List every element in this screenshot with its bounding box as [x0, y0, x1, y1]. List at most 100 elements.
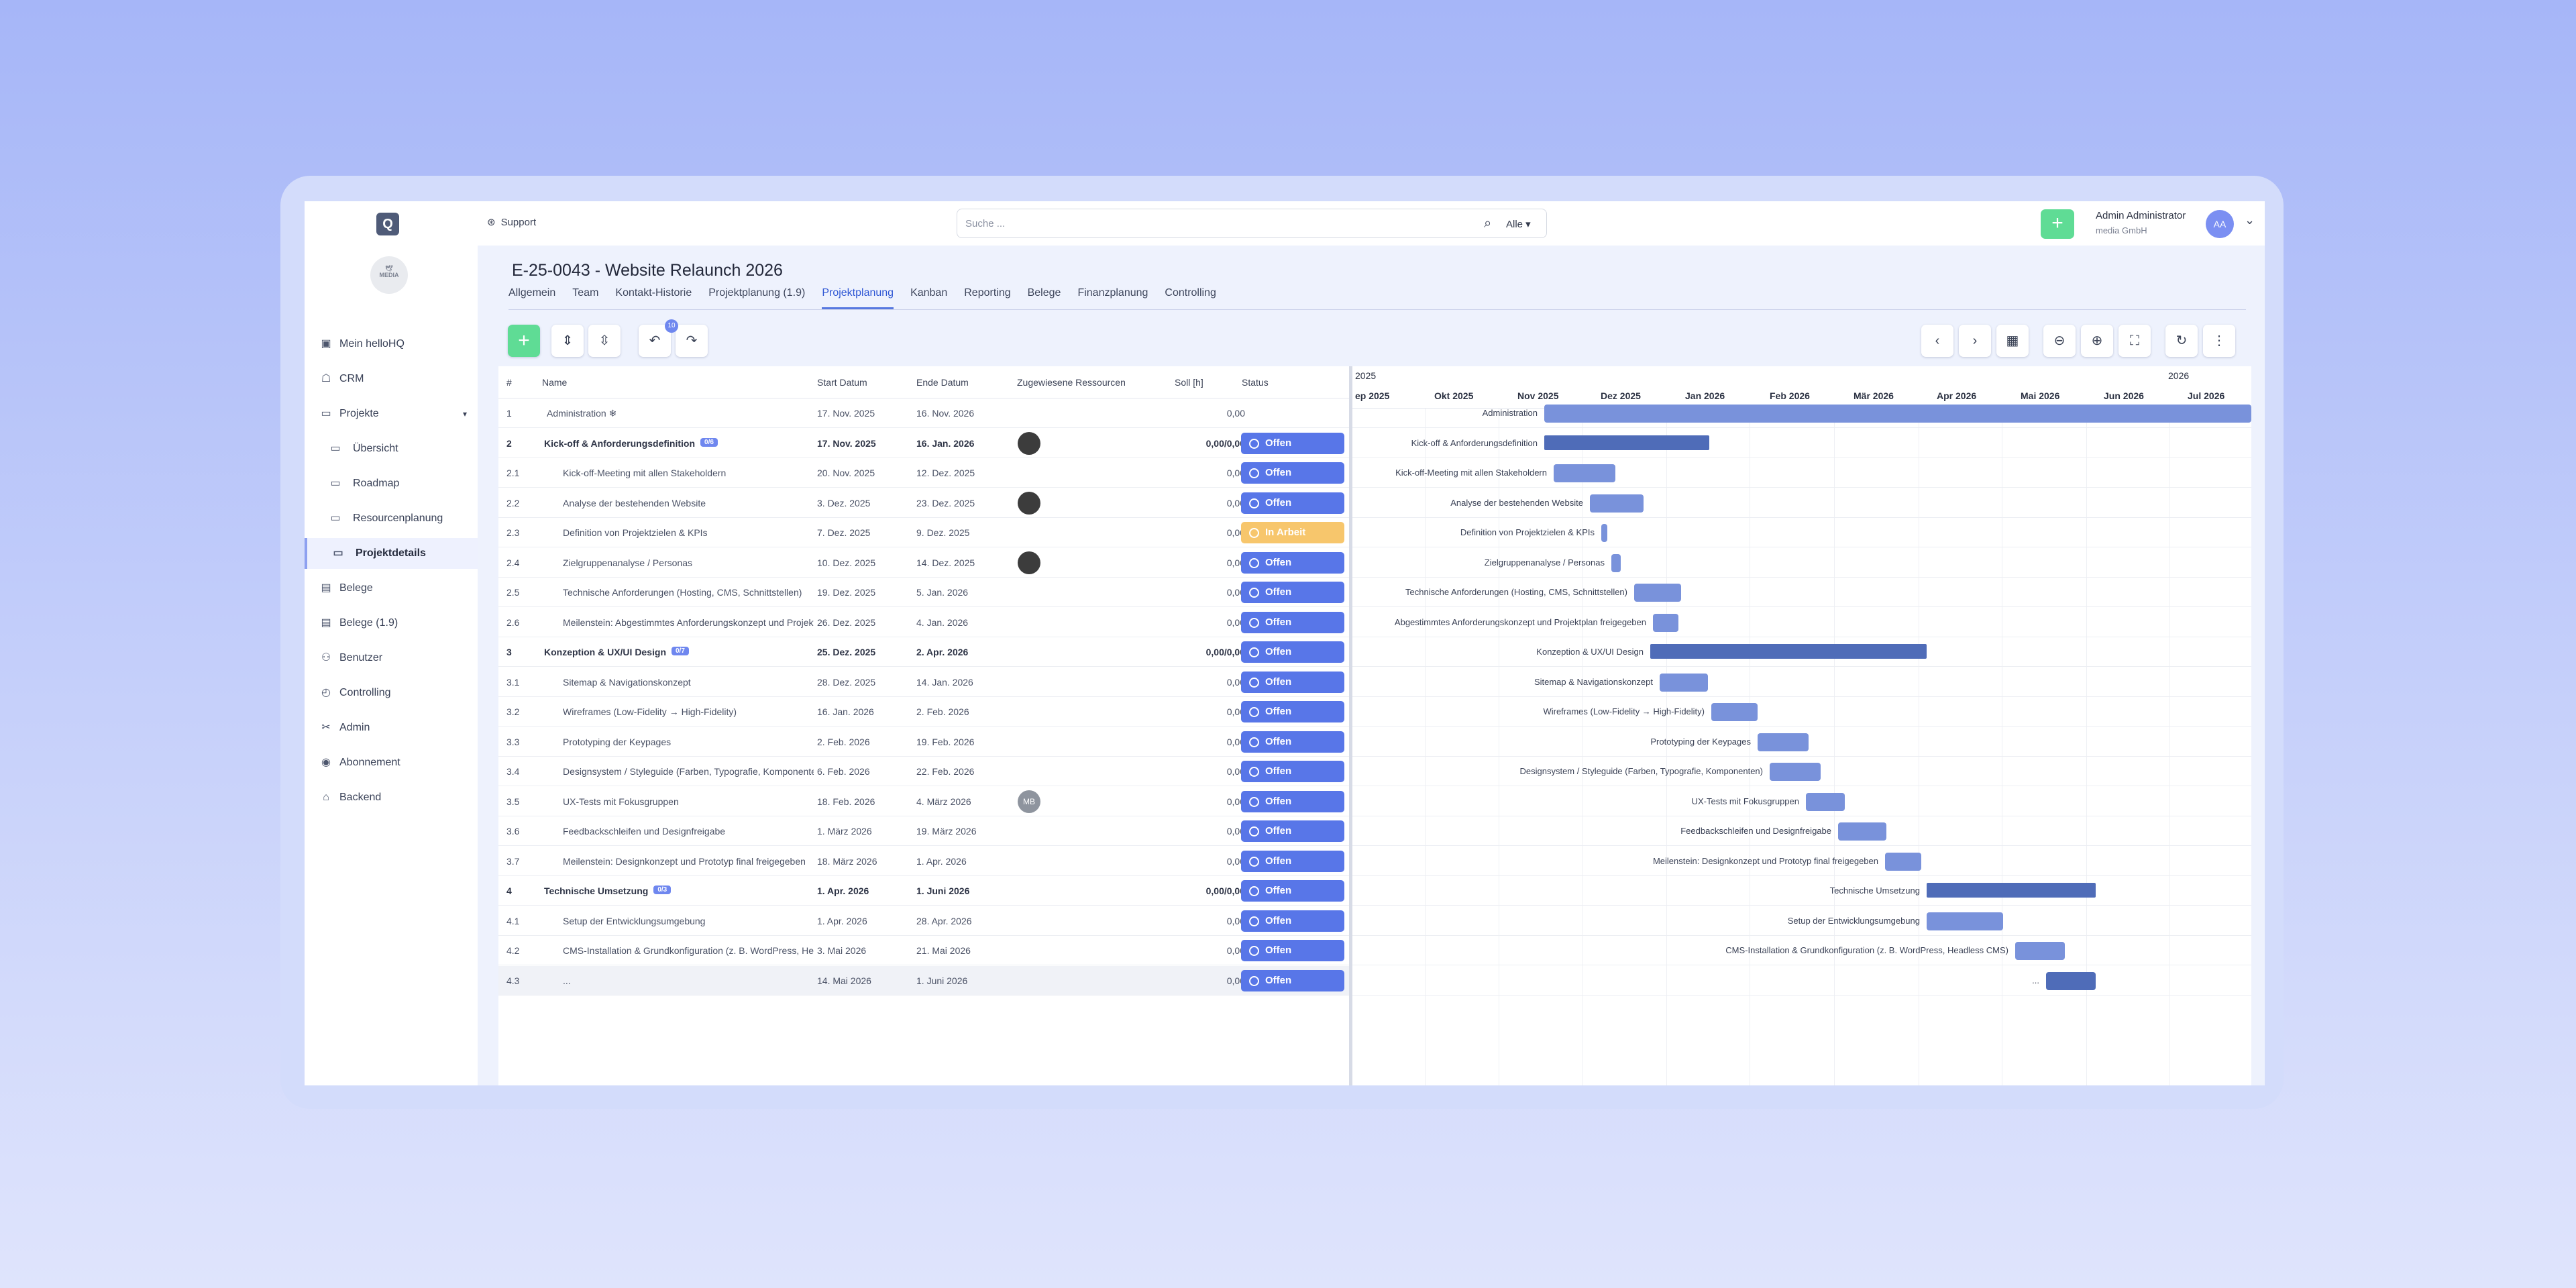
chevron-down-icon[interactable]: ⌄: [544, 895, 552, 896]
table-row[interactable]: 2 ⌄Kick-off & Anforderungsdefinition0/617…: [498, 429, 1349, 458]
table-row[interactable]: 2.3 Definition von Projektzielen & KPIs 7.…: [498, 518, 1349, 547]
table-row[interactable]: 3.7 Meilenstein: Designkonzept und Protot…: [498, 847, 1349, 876]
gantt-bar[interactable]: [1885, 852, 1921, 871]
calendar-icon[interactable]: ▦: [1996, 325, 2029, 357]
hellohq-logo[interactable]: Q: [376, 213, 399, 235]
status-badge[interactable]: Offen: [1241, 611, 1344, 633]
task-name[interactable]: Wireframes (Low-Fidelity → High-Fidelity…: [563, 706, 737, 717]
task-name[interactable]: Meilenstein: Designkonzept und Prototyp …: [563, 855, 806, 867]
column-header[interactable]: Soll [h]: [1175, 377, 1203, 388]
task-name[interactable]: Definition von Projektzielen & KPIs: [563, 527, 708, 538]
task-name[interactable]: CMS-Installation & Grundkonfiguration (z…: [563, 945, 814, 956]
tab-allgemein[interactable]: Allgemein: [508, 287, 556, 299]
gantt-bar[interactable]: [1650, 644, 1927, 659]
table-row[interactable]: 2.6 Meilenstein: Abgestimmtes Anforderung…: [498, 608, 1349, 637]
column-header[interactable]: #: [506, 377, 512, 388]
status-badge[interactable]: Offen: [1241, 790, 1344, 812]
tab-belege[interactable]: Belege: [1027, 287, 1061, 299]
table-row[interactable]: 1 Administration ❄ 17. Nov. 2025 16. Nov. 2…: [498, 398, 1349, 428]
sidebar-item-resourcenplanung[interactable]: ▭ Resourcenplanung: [305, 503, 478, 534]
sidebar-item-crm[interactable]: ☖ CRM: [305, 364, 478, 394]
resource-avatar[interactable]: MB: [1018, 790, 1040, 813]
table-row[interactable]: 3.4 Designsystem / Styleguide (Farben, Ty…: [498, 757, 1349, 786]
table-row[interactable]: 2.5 Technische Anforderungen (Hosting, CM…: [498, 578, 1349, 607]
status-badge[interactable]: In Arbeit: [1241, 522, 1344, 543]
tab-team[interactable]: Team: [572, 287, 599, 299]
add-task-button[interactable]: +: [508, 325, 540, 357]
column-header[interactable]: Start Datum: [817, 377, 867, 388]
chevron-down-icon[interactable]: ⌄: [544, 447, 552, 449]
task-name[interactable]: Administration ❄: [547, 408, 617, 419]
table-row[interactable]: 3.2 Wireframes (Low-Fidelity → High-Fidel…: [498, 697, 1349, 727]
grid-splitter[interactable]: [1349, 366, 1352, 1085]
task-name[interactable]: Analyse der bestehenden Website: [563, 497, 706, 508]
status-badge[interactable]: Offen: [1241, 701, 1344, 722]
task-name[interactable]: Meilenstein: Abgestimmtes Anforderungsko…: [563, 616, 814, 628]
search-scope-select[interactable]: Alle ▾: [1506, 219, 1531, 230]
sidebar-item-projektdetails[interactable]: ▭ Projektdetails: [305, 538, 478, 569]
sidebar-item-controlling[interactable]: ◴ Controlling: [305, 678, 478, 708]
sidebar-item-mein-hellohq[interactable]: ▣ Mein helloHQ: [305, 329, 478, 360]
status-badge[interactable]: Offen: [1241, 910, 1344, 932]
table-row[interactable]: 2.1 Kick-off-Meeting mit allen Stakeholde…: [498, 458, 1349, 488]
support-link[interactable]: ⊛ Support: [487, 216, 537, 229]
table-row[interactable]: 4.1 Setup der Entwicklungsumgebung 1. Apr.…: [498, 906, 1349, 936]
gantt-bar[interactable]: [1660, 673, 1708, 692]
redo-button[interactable]: ↷: [676, 325, 708, 357]
tab-kanban[interactable]: Kanban: [910, 287, 948, 299]
quick-add-button[interactable]: +: [2041, 209, 2074, 239]
chevron-down-icon[interactable]: ⌄: [2245, 213, 2255, 227]
task-name[interactable]: Feedbackschleifen und Designfreigabe: [563, 826, 726, 837]
gantt-bar[interactable]: [1590, 494, 1644, 513]
search-icon[interactable]: ⌕: [1484, 216, 1492, 231]
fit-to-screen-icon[interactable]: ⛶: [2118, 325, 2151, 357]
tab-kontakt-historie[interactable]: Kontakt-Historie: [615, 287, 692, 299]
column-header[interactable]: Status: [1242, 377, 1269, 388]
gantt-bar[interactable]: [1770, 763, 1821, 781]
gantt-bar[interactable]: [1838, 822, 1886, 841]
table-row[interactable]: 4.2 CMS-Installation & Grundkonfiguration…: [498, 936, 1349, 965]
gantt-bar[interactable]: [1758, 733, 1809, 751]
gantt-bar[interactable]: [2015, 942, 2065, 960]
tab-projektplanung-1-9[interactable]: Projektplanung (1.9): [708, 287, 806, 299]
status-badge[interactable]: Offen: [1241, 462, 1344, 484]
gantt-bar[interactable]: [1554, 464, 1615, 482]
status-badge[interactable]: Offen: [1241, 671, 1344, 693]
task-name[interactable]: Designsystem / Styleguide (Farben, Typog…: [563, 766, 814, 777]
gantt-bar[interactable]: [1927, 912, 2003, 930]
column-header[interactable]: Zugewiesene Ressourcen: [1017, 377, 1126, 388]
status-badge[interactable]: Offen: [1241, 969, 1344, 991]
table-row[interactable]: 2.4 Zielgruppenanalyse / Personas 10. Dez.…: [498, 548, 1349, 578]
gantt-bar[interactable]: [1806, 792, 1845, 811]
gantt-bar[interactable]: [1544, 405, 2251, 423]
sidebar-item-backend[interactable]: ⌂ Backend: [305, 782, 478, 813]
table-row[interactable]: 3.5 UX-Tests mit Fokusgruppen 18. Feb. 202…: [498, 787, 1349, 816]
sidebar-item-belege-1-9[interactable]: ▤ Belege (1.9): [305, 608, 478, 639]
user-avatar[interactable]: AA: [2206, 210, 2234, 238]
collapse-all-button[interactable]: ⇳: [588, 325, 621, 357]
status-badge[interactable]: Offen: [1241, 820, 1344, 842]
sidebar-item-belege[interactable]: ▤ Belege: [305, 573, 478, 604]
status-badge[interactable]: Offen: [1241, 582, 1344, 603]
gantt-bar[interactable]: [1927, 883, 2096, 898]
sidebar-item--bersicht[interactable]: ▭ Übersicht: [305, 433, 478, 464]
resource-avatar[interactable]: [1018, 491, 1040, 515]
tab-reporting[interactable]: Reporting: [964, 287, 1011, 299]
expand-all-button[interactable]: ⇕: [551, 325, 584, 357]
status-badge[interactable]: Offen: [1241, 880, 1344, 902]
task-name[interactable]: Technische Anforderungen (Hosting, CMS, …: [563, 587, 802, 598]
gantt-bar[interactable]: [1711, 703, 1758, 721]
sidebar-item-benutzer[interactable]: ⚇ Benutzer: [305, 643, 478, 674]
column-header[interactable]: Ende Datum: [916, 377, 969, 388]
status-badge[interactable]: Offen: [1241, 850, 1344, 872]
gantt-bar[interactable]: [1634, 584, 1681, 602]
chevron-down-icon[interactable]: ⌄: [544, 656, 552, 657]
resource-avatar[interactable]: [1018, 551, 1040, 574]
status-badge[interactable]: Offen: [1241, 432, 1344, 454]
gantt-bar[interactable]: [1601, 524, 1607, 542]
status-badge[interactable]: Offen: [1241, 940, 1344, 961]
zoom-out-icon[interactable]: ⊖: [2043, 325, 2076, 357]
gantt-bar[interactable]: [1653, 613, 1678, 632]
